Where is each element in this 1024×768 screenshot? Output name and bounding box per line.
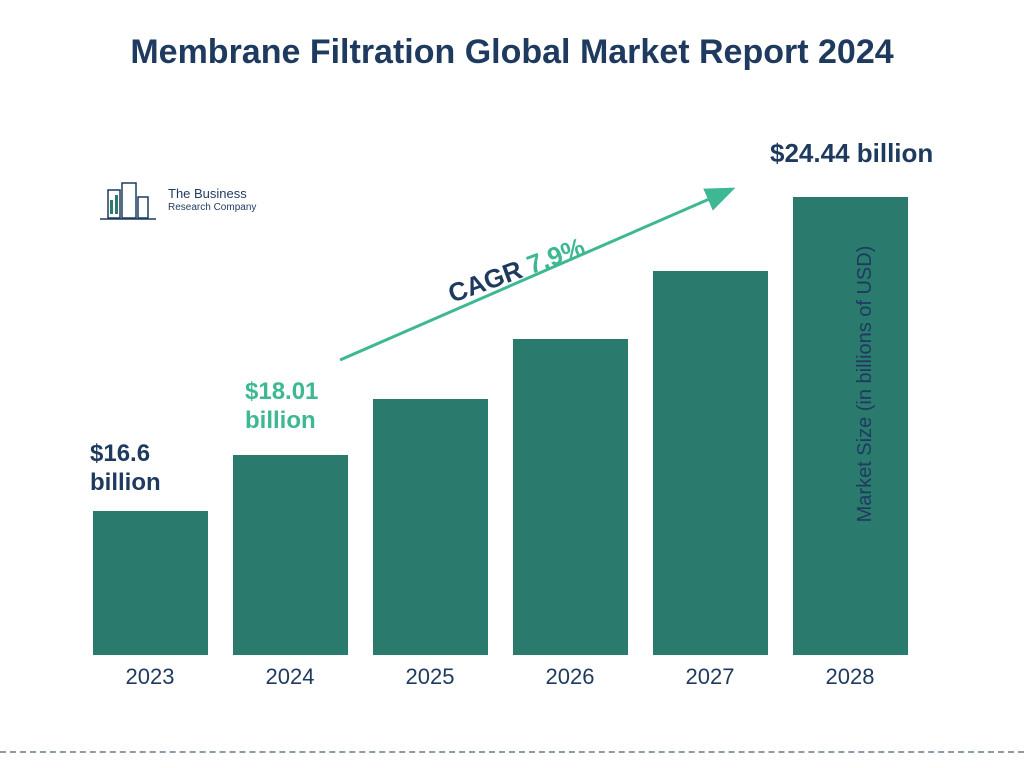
x-label-2025: 2025 bbox=[373, 664, 488, 690]
callout-2028: $24.44 billion bbox=[770, 138, 933, 169]
x-axis-labels: 2023 2024 2025 2026 2027 2028 bbox=[90, 664, 910, 690]
bar-2026 bbox=[513, 339, 628, 655]
callout-2024-unit: billion bbox=[245, 407, 316, 434]
bars-container bbox=[90, 175, 910, 655]
bar-2027 bbox=[653, 271, 768, 655]
callout-2023: $16.6 billion bbox=[90, 440, 161, 498]
x-label-2028: 2028 bbox=[793, 664, 908, 690]
callout-2023-unit: billion bbox=[90, 469, 161, 496]
x-label-2027: 2027 bbox=[653, 664, 768, 690]
bar-2025 bbox=[373, 399, 488, 655]
x-label-2024: 2024 bbox=[233, 664, 348, 690]
y-axis-label: Market Size (in billions of USD) bbox=[854, 246, 877, 523]
x-label-2023: 2023 bbox=[93, 664, 208, 690]
chart-title: Membrane Filtration Global Market Report… bbox=[0, 30, 1024, 74]
callout-2024: $18.01 billion bbox=[245, 378, 318, 436]
bar-2024 bbox=[233, 455, 348, 655]
bar-2023 bbox=[93, 511, 208, 655]
x-label-2026: 2026 bbox=[513, 664, 628, 690]
callout-2023-value: $16.6 bbox=[90, 440, 150, 467]
bar-chart: 2023 2024 2025 2026 2027 2028 bbox=[80, 170, 930, 690]
footer-divider bbox=[0, 751, 1024, 753]
bar-2028 bbox=[793, 197, 908, 655]
callout-2024-value: $18.01 bbox=[245, 378, 318, 405]
callout-2028-value: $24.44 billion bbox=[770, 138, 933, 168]
